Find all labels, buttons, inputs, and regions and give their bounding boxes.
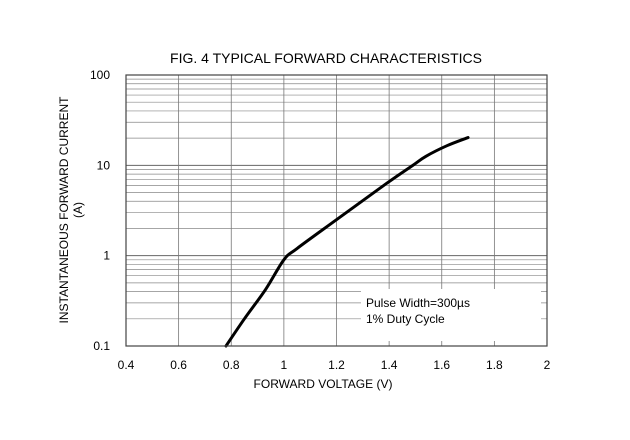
grid xyxy=(125,75,548,347)
x-tick-label: 2 xyxy=(544,358,551,372)
annotation-pulse-width: Pulse Width=300µs xyxy=(366,296,470,310)
y-tick-labels: 0.1 1 10 100 xyxy=(90,68,110,353)
x-tick-label: 1.6 xyxy=(433,358,450,372)
series-group xyxy=(224,136,470,348)
annotation-duty-cycle: 1% Duty Cycle xyxy=(366,312,445,326)
x-tick-labels: 0.4 0.6 0.8 1 1.2 1.4 1.6 1.8 2 xyxy=(118,358,551,372)
y-tick-label: 1 xyxy=(103,249,110,263)
plot-frame xyxy=(125,74,548,347)
x-tick-label: 1.2 xyxy=(328,358,345,372)
x-tick-label: 0.6 xyxy=(170,358,187,372)
x-axis-label: FORWARD VOLTAGE (V) xyxy=(254,377,393,391)
y-tick-label: 10 xyxy=(97,158,111,172)
x-tick-label: 1 xyxy=(281,358,288,372)
series-line xyxy=(224,136,470,348)
y-tick-label: 100 xyxy=(90,68,110,82)
x-tick-label: 0.4 xyxy=(118,358,135,372)
chart-title: FIG. 4 TYPICAL FORWARD CHARACTERISTICS xyxy=(170,50,482,66)
legend-background xyxy=(361,289,541,341)
y-tick-label: 0.1 xyxy=(93,339,110,353)
x-tick-label: 1.8 xyxy=(486,358,503,372)
x-tick-label: 0.8 xyxy=(223,358,240,372)
y-axis-label: INSTANTANEOUS FORWARD CURRENT xyxy=(57,96,71,324)
legend-box: Pulse Width=300µs 1% Duty Cycle xyxy=(361,289,541,341)
y-axis-unit: (A) xyxy=(71,202,85,218)
x-tick-label: 1.4 xyxy=(381,358,398,372)
